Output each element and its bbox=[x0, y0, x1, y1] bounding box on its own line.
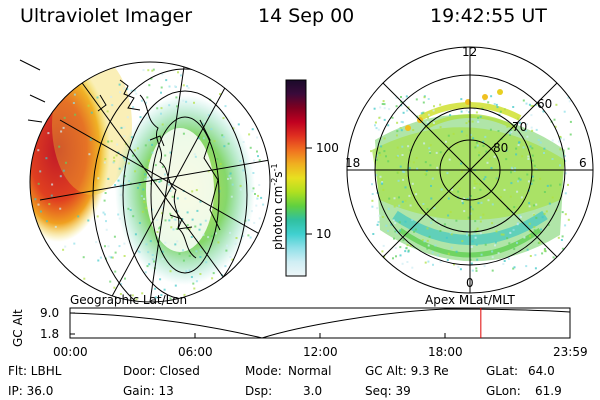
mlat-label-60: 60 bbox=[537, 97, 553, 111]
mlt-label-12: 12 bbox=[462, 45, 478, 59]
glat-value: 64.0 bbox=[528, 364, 555, 378]
geographic-map bbox=[19, 59, 271, 303]
timeline-xtick-0600: 06:00 bbox=[178, 345, 213, 359]
mode-value: Normal bbox=[288, 364, 332, 378]
polar-map bbox=[346, 46, 594, 294]
timeline-xtick-1200: 12:00 bbox=[303, 345, 338, 359]
timeline-ytick-1.8: 1.8 bbox=[40, 327, 60, 341]
coastline bbox=[139, 94, 197, 259]
dsp-label: Dsp: bbox=[245, 384, 273, 398]
app-title: Ultraviolet Imager bbox=[20, 5, 193, 27]
altitude-curve bbox=[69, 308, 571, 339]
gain-readout: Gain: 13 bbox=[123, 384, 174, 398]
timeline-axis-label: GC Alt bbox=[11, 309, 25, 347]
seq-readout: Seq: 39 bbox=[365, 384, 411, 398]
colorbar-unit-label: photon cm-2s-1 bbox=[270, 163, 285, 250]
timeline-xtick-1800: 18:00 bbox=[428, 345, 463, 359]
timeline-xtick-2359: 23:59 bbox=[553, 345, 588, 359]
date-readout: 14 Sep 00 bbox=[258, 5, 355, 27]
filter-readout: Flt: LBHL bbox=[8, 364, 62, 378]
ip-readout: IP: 36.0 bbox=[8, 384, 54, 398]
gcalt-readout: GC Alt: 9.3 Re bbox=[365, 364, 449, 378]
left-map-label: Geographic Lat/Lon bbox=[70, 293, 188, 307]
colorbar bbox=[285, 79, 312, 277]
mlat-label-70: 70 bbox=[512, 120, 528, 134]
glon-value: 61.9 bbox=[535, 384, 562, 398]
mode-label: Mode: bbox=[245, 364, 282, 378]
mlt-label-0: 0 bbox=[466, 276, 474, 290]
dsp-value: 3.0 bbox=[303, 384, 323, 398]
mlt-label-6: 6 bbox=[579, 156, 587, 170]
colorbar-tick-10: 10 bbox=[316, 227, 332, 241]
mlt-label-18: 18 bbox=[345, 156, 361, 170]
right-map-label: Apex MLat/MLT bbox=[425, 293, 515, 307]
timeline-xtick-0000: 00:00 bbox=[53, 345, 88, 359]
glat-label: GLat: bbox=[486, 364, 519, 378]
glon-label: GLon: bbox=[486, 384, 521, 398]
noise-speckle bbox=[370, 95, 572, 272]
colorbar-tick-100: 100 bbox=[316, 141, 339, 155]
altitude-timeline bbox=[69, 307, 571, 339]
time-readout: 19:42:55 UT bbox=[430, 5, 547, 27]
mlat-label-80: 80 bbox=[493, 141, 509, 155]
door-readout: Door: Closed bbox=[123, 364, 200, 378]
timeline-ytick-9: 9.0 bbox=[40, 306, 60, 320]
